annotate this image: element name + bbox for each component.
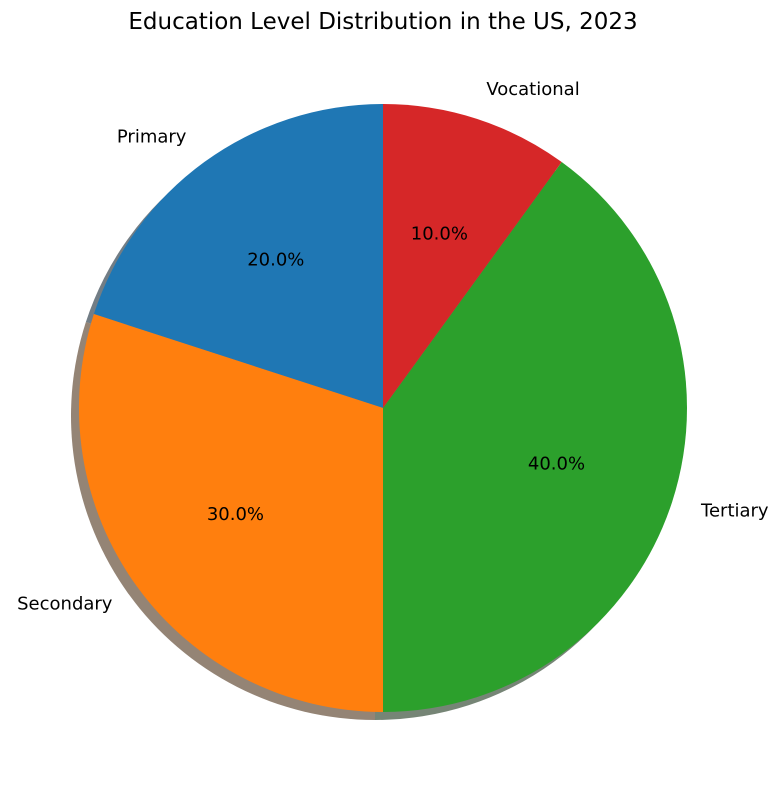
pie-labels: Primary 20.0% Secondary 30.0% Tertiary 40.0% V…: [17, 79, 769, 615]
slice-label-primary: Primary: [117, 126, 187, 147]
pie-slice-secondary: [78, 314, 383, 713]
slice-percent-primary: 20.0%: [247, 249, 304, 270]
pie-slices: [78, 104, 687, 713]
pie-slice-vocational: [383, 104, 562, 408]
slice-label-tertiary: Tertiary: [700, 500, 769, 521]
slice-label-vocational: Vocational: [486, 79, 579, 100]
pie-slice-primary: [93, 104, 384, 408]
chart-title: Education Level Distribution in the US, …: [128, 9, 637, 35]
slice-percent-vocational: 10.0%: [411, 224, 468, 245]
slice-percent-secondary: 30.0%: [207, 504, 264, 525]
slice-label-secondary: Secondary: [17, 594, 113, 615]
pie-slice-tertiary: [383, 162, 687, 712]
slice-percent-tertiary: 40.0%: [528, 453, 585, 474]
